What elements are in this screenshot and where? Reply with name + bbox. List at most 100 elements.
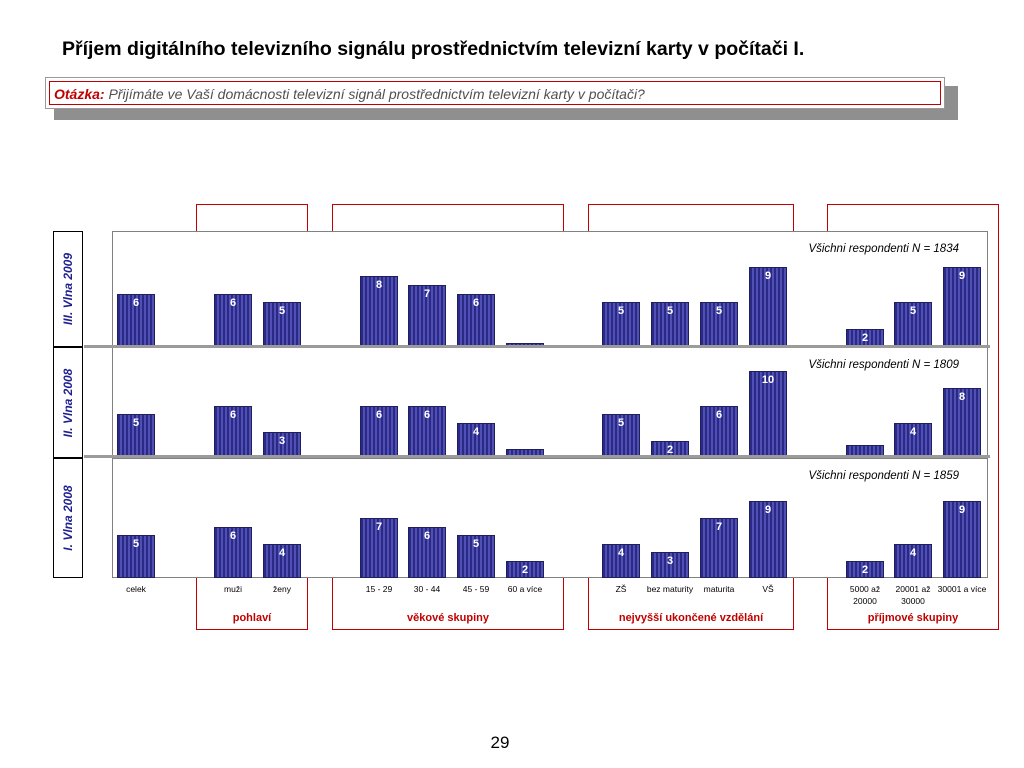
data-label: 7 xyxy=(715,521,723,533)
bar: 4 xyxy=(457,423,495,458)
question-text: Přijímáte ve Vaší domácnosti televizní s… xyxy=(104,86,645,102)
data-label: 5 xyxy=(278,305,286,317)
bar: 3 xyxy=(263,432,301,458)
data-label: 6 xyxy=(132,297,140,309)
bar: 6 xyxy=(214,294,252,347)
category-label: 5000 až 20000 xyxy=(849,584,881,606)
bar: 4 xyxy=(894,423,932,458)
bar: 4 xyxy=(602,544,640,578)
chart-panel-wave-2: Všichni respondenti N = 1809 5 6 3 6 6 4 5 2 6 10… xyxy=(112,347,988,458)
bar: 9 xyxy=(749,501,787,578)
bar: 6 xyxy=(457,294,495,347)
data-label: 9 xyxy=(958,270,966,282)
category-label: 45 - 59 xyxy=(462,584,490,594)
data-label: 3 xyxy=(666,555,674,567)
bar: 4 xyxy=(263,544,301,578)
bar: 7 xyxy=(700,518,738,578)
bar: 5 xyxy=(602,302,640,347)
bar: 9 xyxy=(943,501,981,578)
group-label-vzdelani: nejvyšší ukončené vzdělání xyxy=(618,612,764,624)
bar: 2 xyxy=(846,561,884,578)
bar: 6 xyxy=(214,406,252,458)
data-label: 5 xyxy=(909,305,917,317)
bar: 2 xyxy=(506,561,544,578)
category-label: 20001 až 30000 xyxy=(895,584,931,606)
data-label: 2 xyxy=(861,564,869,576)
data-label: 4 xyxy=(909,426,917,438)
data-label: 8 xyxy=(958,391,966,403)
panel-separator xyxy=(84,345,990,348)
bar: 5 xyxy=(894,302,932,347)
group-label-pohlavi: pohlaví xyxy=(232,612,272,624)
data-label: 4 xyxy=(909,547,917,559)
bar: 7 xyxy=(360,518,398,578)
category-label: VŠ xyxy=(762,584,774,594)
data-label: 3 xyxy=(278,435,286,447)
data-label: 7 xyxy=(375,521,383,533)
data-label: 2 xyxy=(521,564,529,576)
data-label: 5 xyxy=(472,538,480,550)
data-label: 7 xyxy=(423,288,431,300)
bar: 6 xyxy=(408,527,446,578)
data-label: 4 xyxy=(278,547,286,559)
question-inner: Otázka: Přijímáte ve Vaší domácnosti tel… xyxy=(49,81,941,105)
bar: 6 xyxy=(360,406,398,458)
data-label: 4 xyxy=(472,426,480,438)
row-label-wave-1: I. Vlna 2008 xyxy=(53,458,83,578)
bar: 3 xyxy=(651,552,689,578)
page-title: Příjem digitálního televizního signálu p… xyxy=(62,38,805,60)
data-label: 6 xyxy=(229,409,237,421)
category-label: 30001 a více xyxy=(937,584,987,594)
bar: 6 xyxy=(117,294,155,347)
bar: 7 xyxy=(408,285,446,347)
data-label: 6 xyxy=(715,409,723,421)
category-label: 15 - 29 xyxy=(365,584,393,594)
bar: 6 xyxy=(700,406,738,458)
data-label: 9 xyxy=(764,270,772,282)
row-label-wave-3: III. Vlna 2009 xyxy=(53,231,83,347)
row-label-wave-2: II. Vlna 2008 xyxy=(53,347,83,458)
bar: 9 xyxy=(943,267,981,347)
data-label: 5 xyxy=(132,538,140,550)
data-label: 6 xyxy=(423,530,431,542)
category-label: celek xyxy=(126,584,146,594)
bar: 5 xyxy=(700,302,738,347)
bar: 5 xyxy=(117,414,155,458)
panel-separator xyxy=(84,455,990,458)
page-number: 29 xyxy=(490,733,510,752)
group-label-vekove-skupiny: věkové skupiny xyxy=(407,612,489,624)
bar: 5 xyxy=(457,535,495,578)
chart-panel-wave-3: Všichni respondenti N = 1834 6 6 5 8 7 6 5 5 5 9 2… xyxy=(112,231,988,347)
question-box: Otázka: Přijímáte ve Vaší domácnosti tel… xyxy=(45,77,945,109)
bar: 4 xyxy=(894,544,932,578)
bar: 6 xyxy=(214,527,252,578)
category-label: 30 - 44 xyxy=(413,584,441,594)
category-label: ženy xyxy=(273,584,291,594)
data-label: 9 xyxy=(764,504,772,516)
data-label: 6 xyxy=(423,409,431,421)
category-label: ZŠ xyxy=(615,584,627,594)
bar: 8 xyxy=(360,276,398,347)
data-label: 5 xyxy=(617,417,625,429)
question-label: Otázka: xyxy=(54,86,105,102)
bar: 5 xyxy=(263,302,301,347)
bar: 5 xyxy=(602,414,640,458)
category-label: 60 a více xyxy=(507,584,543,594)
group-label-prijmove-skupiny: příjmové skupiny xyxy=(867,612,959,624)
data-label: 9 xyxy=(958,504,966,516)
data-label: 6 xyxy=(229,530,237,542)
data-label: 5 xyxy=(666,305,674,317)
category-label: muži xyxy=(224,584,242,594)
data-label: 6 xyxy=(229,297,237,309)
data-label: 2 xyxy=(666,444,674,456)
sample-size-note: Všichni respondenti N = 1809 xyxy=(808,359,959,371)
sample-size-note: Všichni respondenti N = 1859 xyxy=(808,470,959,482)
bar: 5 xyxy=(117,535,155,578)
data-label: 4 xyxy=(617,547,625,559)
data-label: 5 xyxy=(715,305,723,317)
bar: 6 xyxy=(408,406,446,458)
bar: 10 xyxy=(749,371,787,458)
data-label: 8 xyxy=(375,279,383,291)
data-label: 2 xyxy=(861,332,869,344)
data-label: 10 xyxy=(761,374,775,386)
